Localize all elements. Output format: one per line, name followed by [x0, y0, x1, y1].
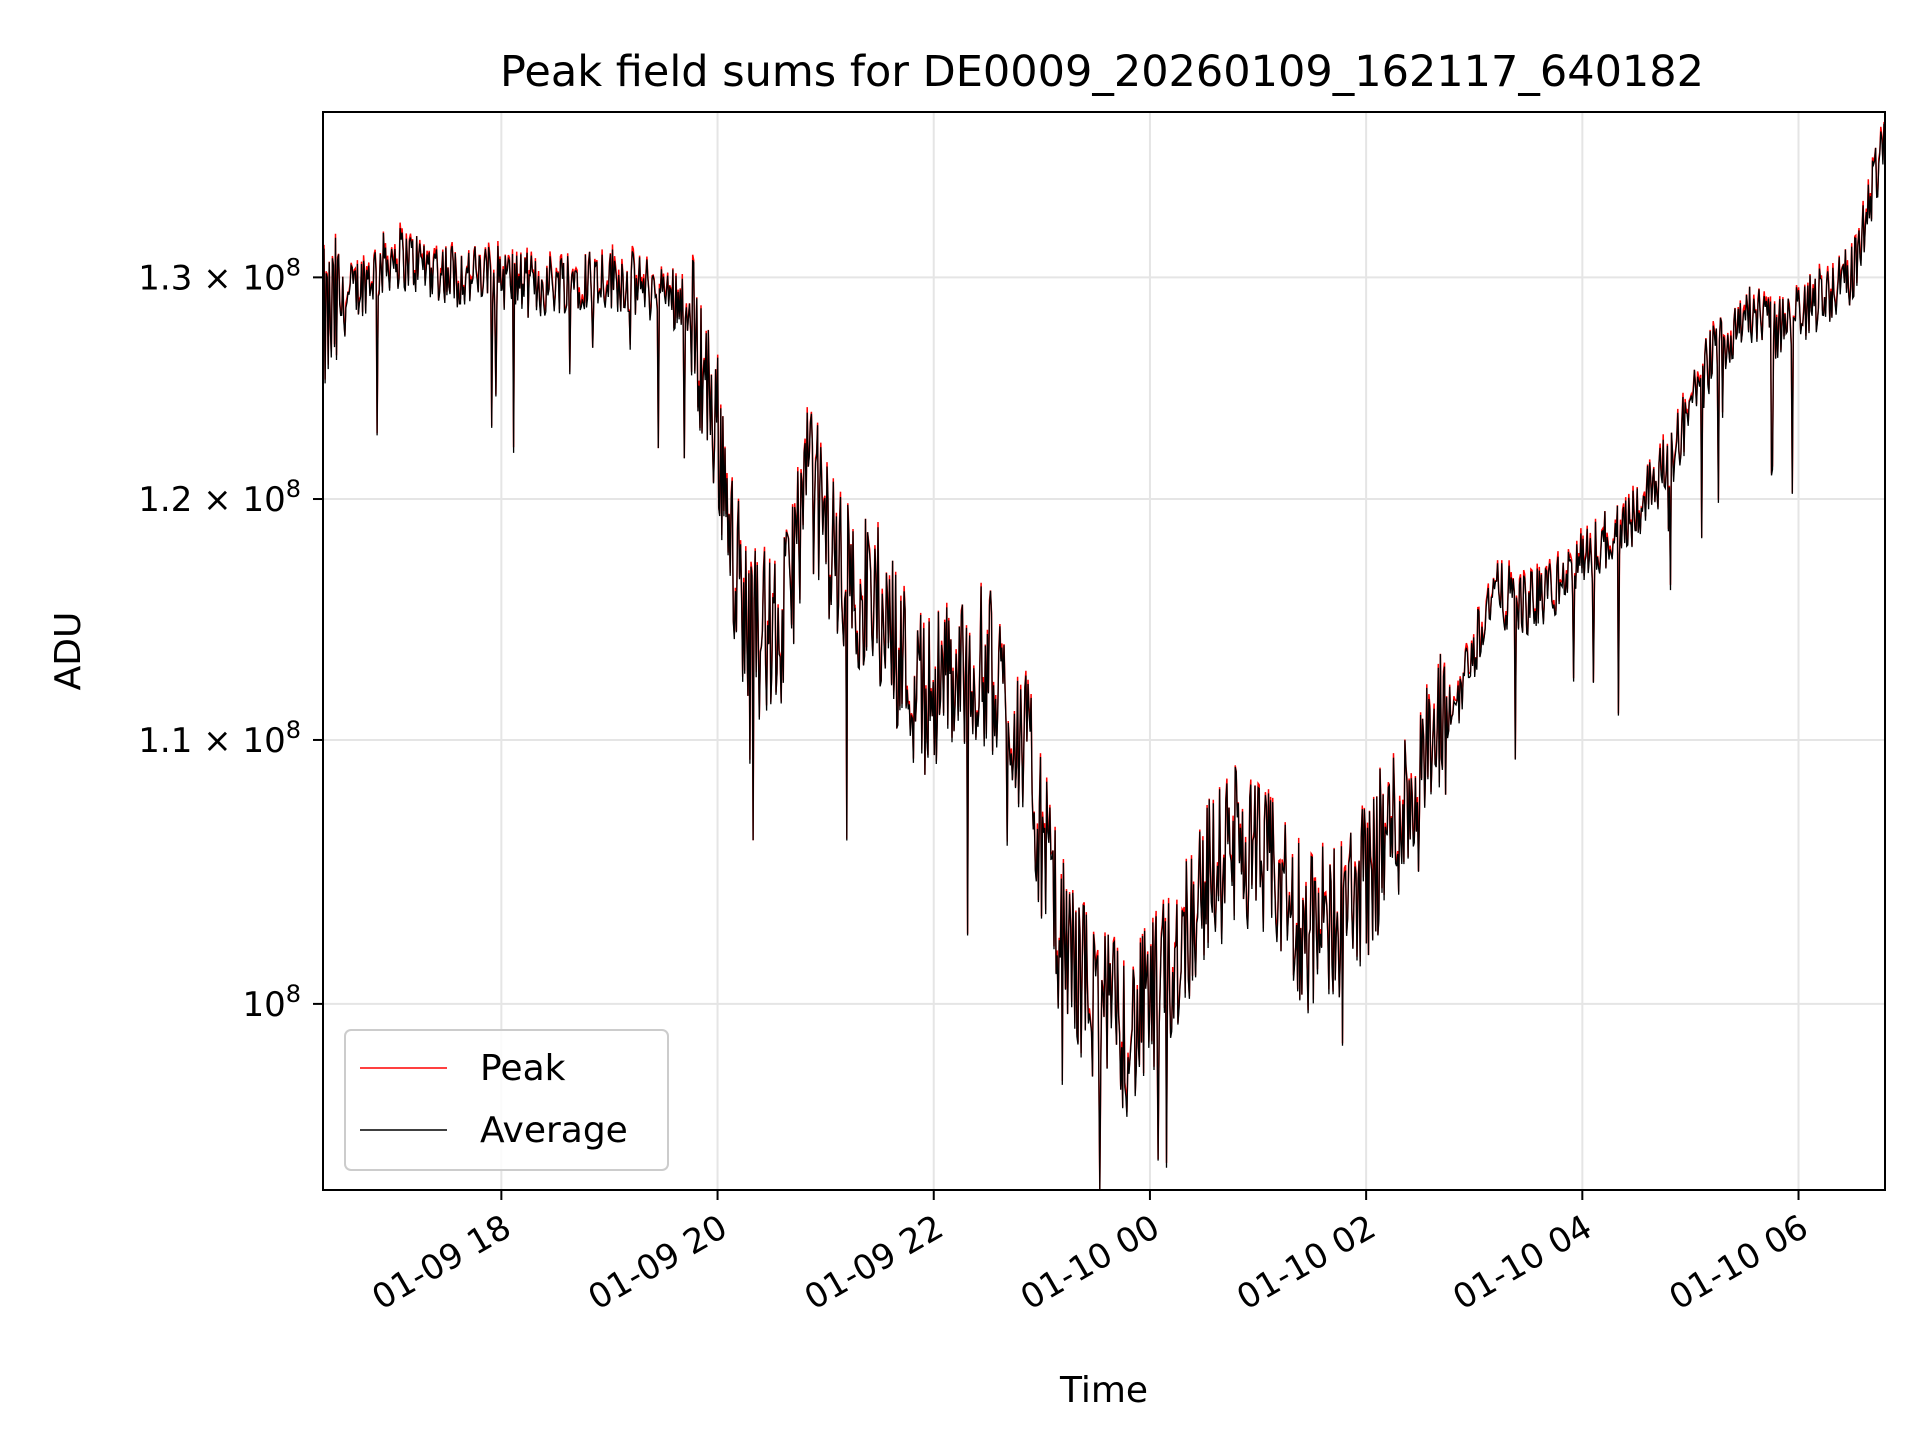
series-lines	[322, 121, 1886, 1191]
legend-box	[344, 1029, 669, 1171]
y-tick-label: 1.2 × 108	[138, 475, 301, 520]
y-tick-label: 1.1 × 108	[138, 716, 301, 761]
legend-peak-label: Peak	[480, 1048, 566, 1089]
y-tick-label: 108	[242, 980, 301, 1025]
series-line-average	[322, 123, 1886, 1191]
x-axis-label: Time	[1059, 1370, 1148, 1411]
plot-frame	[322, 111, 1886, 1191]
chart-title: Peak field sums for DE0009_20260109_1621…	[500, 47, 1704, 97]
legend-average-label: Average	[480, 1110, 628, 1151]
y-tick-label: 1.3 × 108	[138, 253, 301, 298]
y-axis: 108 1.1 × 108 1.2 × 108 1.3 × 108	[138, 253, 323, 1025]
legend: Peak Average	[344, 1029, 669, 1171]
y-axis-label: ADU	[48, 612, 89, 691]
grid	[323, 112, 1885, 1190]
